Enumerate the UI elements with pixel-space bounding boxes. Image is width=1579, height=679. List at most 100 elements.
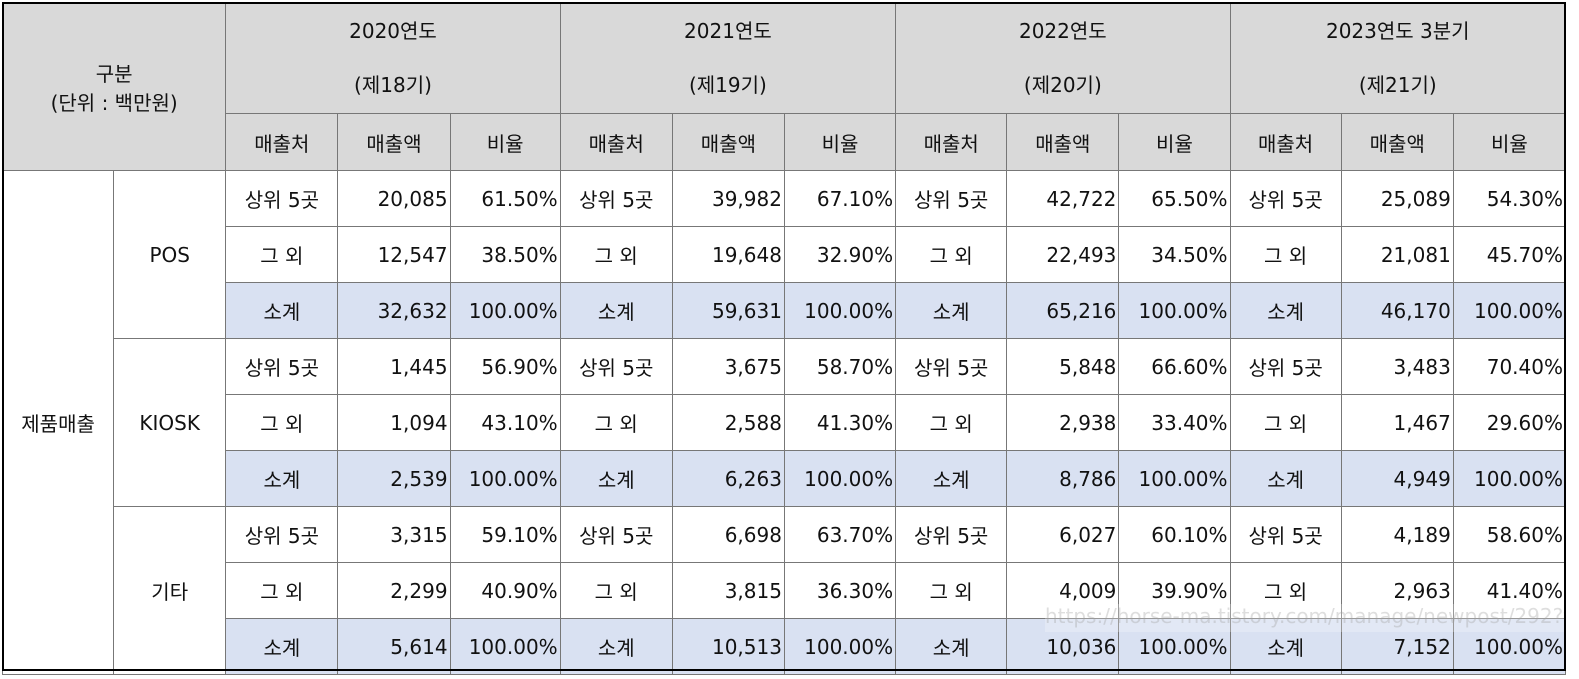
table-row: 제품매출 POS 상위 5곳 20,085 61.50% 상위 5곳 39,982 67.10… <box>1 170 1567 675</box>
ratio-cell: 33.40% <box>1118 394 1231 451</box>
customer-cell: 소계 <box>895 282 1008 339</box>
column-header-sales: 매출액 <box>1340 113 1454 171</box>
category-label: 구분 <box>95 61 133 86</box>
ratio-cell: 54.30% <box>1452 170 1567 227</box>
column-header-ratio: 비율 <box>449 113 561 171</box>
ratio-cell: 67.10% <box>783 170 897 227</box>
ratio-cell: 100.00% <box>449 618 561 675</box>
customer-cell: 상위 5곳 <box>559 338 673 395</box>
customer-cell: 그 외 <box>1229 394 1342 451</box>
customer-cell: 소계 <box>1229 282 1342 339</box>
sales-cell: 3,675 <box>671 338 785 395</box>
ratio-cell: 45.70% <box>1452 226 1567 283</box>
ratio-cell: 58.60% <box>1452 506 1567 563</box>
sales-cell: 4,949 <box>1340 450 1454 507</box>
sales-cell: 3,815 <box>671 562 785 619</box>
column-header-sales: 매출액 <box>1006 113 1120 171</box>
sales-cell: 12,547 <box>337 226 451 283</box>
customer-cell: 상위 5곳 <box>895 170 1008 227</box>
term-label: (제19기) <box>688 73 767 97</box>
customer-cell: 그 외 <box>895 562 1008 619</box>
year-label: 2020연도 <box>349 19 437 43</box>
customer-cell: 상위 5곳 <box>225 170 339 227</box>
table-row: 기타 상위 5곳 3,315 59.10% 상위 5곳 6,698 63.70% 상위 5곳 6… <box>3 506 1567 675</box>
customer-cell: 소계 <box>559 282 673 339</box>
ratio-cell: 40.90% <box>449 562 561 619</box>
ratio-cell: 39.90% <box>1118 562 1231 619</box>
sales-cell: 3,483 <box>1340 338 1454 395</box>
sales-cell: 1,467 <box>1340 394 1454 451</box>
sales-cell: 39,982 <box>671 170 785 227</box>
customer-cell: 그 외 <box>1229 562 1342 619</box>
table-row: 소계 2,539 100.00% 소계 6,263 100.00% 소계 8,786 100.0… <box>3 450 1567 507</box>
ratio-cell: 60.10% <box>1118 506 1231 563</box>
term-label: (제18기) <box>354 73 432 97</box>
customer-cell: 그 외 <box>225 226 339 283</box>
sales-cell: 2,938 <box>1006 394 1120 451</box>
sales-cell: 6,027 <box>1006 506 1120 563</box>
year-label: 2021연도 <box>684 19 772 43</box>
main-category-cell: 제품매출 <box>1 170 115 675</box>
customer-cell: 그 외 <box>225 562 339 619</box>
column-header-ratio: 비율 <box>1452 113 1567 171</box>
ratio-cell: 63.70% <box>783 506 897 563</box>
column-header-sales: 매출액 <box>671 113 785 171</box>
customer-cell: 소계 <box>895 618 1008 675</box>
ratio-cell: 100.00% <box>1452 618 1567 675</box>
customer-cell: 소계 <box>895 450 1008 507</box>
ratio-cell: 56.90% <box>449 338 561 395</box>
customer-cell: 상위 5곳 <box>1229 506 1342 563</box>
table-row: KIOSK 상위 5곳 1,445 56.90% 상위 5곳 3,675 58.70% 상위 … <box>3 338 1567 507</box>
term-label: (제20기) <box>1023 73 1102 97</box>
sales-cell: 42,722 <box>1006 170 1120 227</box>
customer-cell: 소계 <box>1229 618 1342 675</box>
column-header-ratio: 비율 <box>1118 113 1231 171</box>
ratio-cell: 41.40% <box>1452 562 1567 619</box>
ratio-cell: 58.70% <box>783 338 897 395</box>
sales-cell: 22,493 <box>1006 226 1120 283</box>
ratio-cell: 29.60% <box>1452 394 1567 451</box>
sales-cell: 8,786 <box>1006 450 1120 507</box>
ratio-cell: 100.00% <box>1118 282 1231 339</box>
sales-cell: 5,614 <box>337 618 451 675</box>
column-header-customer: 매출처 <box>1229 113 1342 171</box>
sales-cell: 10,513 <box>671 618 785 675</box>
ratio-cell: 70.40% <box>1452 338 1567 395</box>
ratio-cell: 100.00% <box>1452 282 1567 339</box>
customer-cell: 그 외 <box>895 394 1008 451</box>
sales-cell: 25,089 <box>1340 170 1454 227</box>
year-label: 2022연도 <box>1018 19 1107 43</box>
ratio-cell: 100.00% <box>1118 618 1231 675</box>
customer-cell: 소계 <box>225 282 339 339</box>
customer-cell: 그 외 <box>1229 226 1342 283</box>
sales-cell: 2,539 <box>337 450 451 507</box>
customer-cell: 그 외 <box>225 394 339 451</box>
sales-cell: 1,094 <box>337 394 451 451</box>
ratio-cell: 36.30% <box>783 562 897 619</box>
sales-cell: 19,648 <box>671 226 785 283</box>
table-row: 소계 5,614 100.00% 소계 10,513 100.00% 소계 10,036 100… <box>3 618 1567 675</box>
customer-cell: 상위 5곳 <box>895 338 1008 395</box>
customer-cell: 상위 5곳 <box>895 506 1008 563</box>
table-row: 그 외 2,299 40.90% 그 외 3,815 36.30% 그 외 4,009 39.9… <box>3 562 1567 619</box>
customer-cell: 그 외 <box>559 226 673 283</box>
sales-cell: 6,263 <box>671 450 785 507</box>
year-header: 2021연도 (제19기) <box>559 2 897 114</box>
ratio-cell: 59.10% <box>449 506 561 563</box>
customer-cell: 그 외 <box>895 226 1008 283</box>
column-header-customer: 매출처 <box>225 113 339 171</box>
ratio-cell: 38.50% <box>449 226 561 283</box>
table-row: 그 외 12,547 38.50% 그 외 19,648 32.90% 그 외 22,493 3… <box>3 226 1567 283</box>
customer-cell: 소계 <box>559 450 673 507</box>
ratio-cell: 66.60% <box>1118 338 1231 395</box>
unit-label: (단위 : 백만원) <box>50 90 178 115</box>
ratio-cell: 100.00% <box>783 618 897 675</box>
sales-cell: 21,081 <box>1340 226 1454 283</box>
sales-cell: 5,848 <box>1006 338 1120 395</box>
ratio-cell: 100.00% <box>449 282 561 339</box>
customer-cell: 소계 <box>225 450 339 507</box>
table-row: 소계 32,632 100.00% 소계 59,631 100.00% 소계 65,216 10… <box>3 282 1567 339</box>
year-header: 2022연도 (제20기) <box>895 2 1231 114</box>
ratio-cell: 65.50% <box>1118 170 1231 227</box>
